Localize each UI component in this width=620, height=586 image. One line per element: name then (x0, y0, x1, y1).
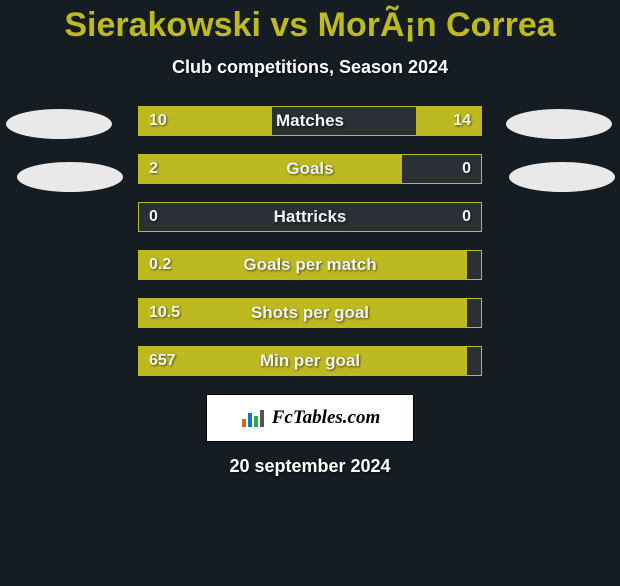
stat-bar: Goals2 0 (138, 154, 482, 184)
stat-bars: Matches1014Goals20Hattricks00Goals per m… (138, 106, 482, 394)
stat-bar-label: Hattricks (139, 203, 481, 231)
stat-bar-left-value: 657 (149, 347, 176, 375)
fctables-logo[interactable]: FcTables.com (206, 394, 414, 442)
stat-bar: Min per goal657 (138, 346, 482, 376)
stat-bar-label: Min per goal (139, 347, 481, 375)
comparison-date: 20 september 2024 (0, 456, 620, 477)
stat-bar-label: Shots per goal (139, 299, 481, 327)
stat-bar-label: Matches (139, 107, 481, 135)
player-photo-right-2 (509, 162, 615, 192)
stat-bar-right-value: 0 (462, 203, 471, 231)
stat-bar: Hattricks0 0 (138, 202, 482, 232)
stat-bar-left-value: 10 (149, 107, 167, 135)
comparison-subtitle: Club competitions, Season 2024 (0, 57, 620, 78)
comparison-title: Sierakowski vs MorÃ¡n Correa (0, 6, 620, 45)
stats-area: Matches1014Goals20Hattricks00Goals per m… (0, 106, 620, 386)
bar-chart-icon (240, 405, 266, 431)
fctables-logo-text: FcTables.com (272, 407, 381, 429)
stat-bar-left-value: 10.5 (149, 299, 180, 327)
stat-bar-left-value: 2 (149, 155, 158, 183)
stat-bar-left-value: 0.2 (149, 251, 171, 279)
player-photo-left-2 (17, 162, 123, 192)
stat-bar-right-value: 0 (462, 155, 471, 183)
stat-bar-right-value: 14 (453, 107, 471, 135)
stat-bar: Shots per goal10.5 (138, 298, 482, 328)
stat-bar: Goals per match0.2 (138, 250, 482, 280)
stat-bar-label: Goals (139, 155, 481, 183)
player-photo-right-1 (506, 109, 612, 139)
player-photo-left-1 (6, 109, 112, 139)
stat-bar-left-value: 0 (149, 203, 158, 231)
stat-bar-label: Goals per match (139, 251, 481, 279)
stat-bar: Matches10 14 (138, 106, 482, 136)
